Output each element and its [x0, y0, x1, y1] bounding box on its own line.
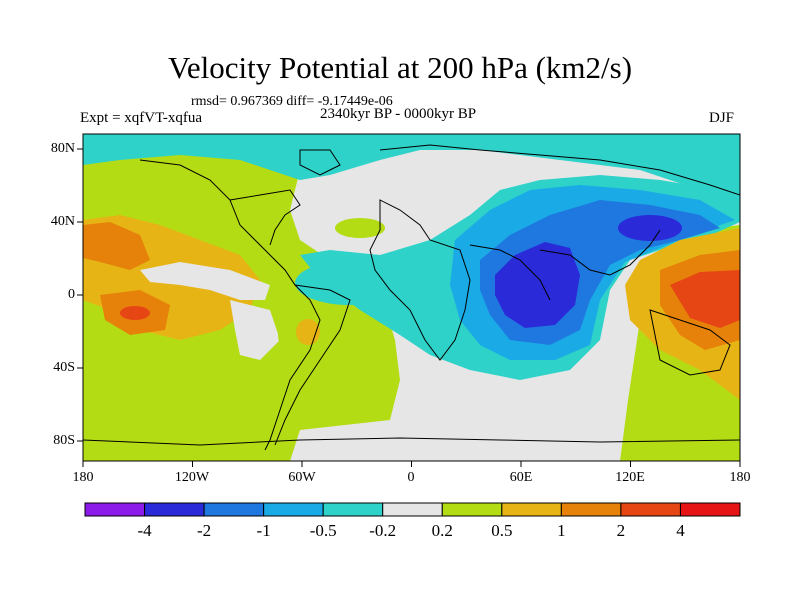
colorbar-label: -0.2: [369, 521, 397, 540]
field-2-4-west-pacific: [670, 270, 740, 328]
colorbar: [84, 502, 741, 517]
field-near-zero-pacific: [140, 262, 270, 300]
stats-line: rmsd= 0.967369 diff= -9.17449e-06: [191, 94, 393, 109]
colorbar-label: -1: [256, 521, 271, 540]
colorbar-label: 2: [616, 521, 626, 540]
plot-title: Velocity Potential at 200 hPa (km2/s): [167, 50, 633, 85]
period-label: 2340kyr BP - 0000kyr BP: [320, 106, 477, 122]
lon-label-120e: 120E: [615, 470, 645, 485]
season-label: DJF: [709, 110, 735, 126]
field-neg-0.2-west-africa: [295, 261, 405, 305]
lat-label-40s: 40S: [53, 360, 75, 375]
colorbar-swatch: [441, 502, 503, 517]
field-neg-0.2-band-north: [83, 134, 740, 200]
lat-label-80s: 80S: [53, 433, 75, 448]
lon-label-60w: 60W: [288, 470, 316, 485]
field-1-2-pacific-north: [83, 222, 150, 270]
lon-label-120w: 120W: [174, 470, 210, 485]
colorbar-swatch: [382, 502, 443, 517]
colorbar-swatch: [679, 502, 741, 517]
field-neg-2-india: [495, 242, 580, 328]
colorbar-label: -0.5: [309, 521, 337, 540]
colorbar-label: -2: [196, 521, 212, 540]
contour-fill-layer: [83, 134, 740, 461]
colorbar-label: 0.5: [491, 521, 513, 540]
field-2-4-pacific: [120, 306, 150, 320]
coastlines: [83, 144, 740, 451]
colorbar-swatch: [144, 502, 205, 517]
field-near-zero-south-america: [230, 300, 280, 360]
colorbar-label: 1: [557, 521, 566, 540]
colorbar-swatch: [84, 502, 146, 517]
field-0.2-0.5-atlantic: [335, 218, 385, 238]
colorbar-label: 0.2: [431, 521, 453, 540]
colorbar-swatch: [501, 502, 562, 517]
field-neg-2-japan: [618, 215, 682, 241]
experiment-label: Expt = xqfVT-xqfua: [80, 110, 203, 126]
colorbar-swatch: [620, 502, 681, 517]
colorbar-swatch: [560, 502, 622, 517]
lon-label-180e: 180: [729, 470, 751, 485]
lon-label-180w: 180: [72, 470, 94, 485]
lat-label-0: 0: [68, 287, 75, 302]
colorbar-label: 4: [676, 521, 685, 540]
axis-ticks: [77, 148, 741, 467]
lat-label-80n: 80N: [50, 141, 75, 156]
lon-label-0: 0: [407, 470, 415, 485]
colorbar-swatch: [263, 502, 324, 517]
lon-label-60e: 60E: [509, 470, 533, 485]
colorbar-swatch: [203, 502, 265, 517]
colorbar-label: -4: [137, 521, 152, 540]
colorbar-swatch: [322, 502, 384, 517]
lat-label-40n: 40N: [50, 214, 75, 229]
